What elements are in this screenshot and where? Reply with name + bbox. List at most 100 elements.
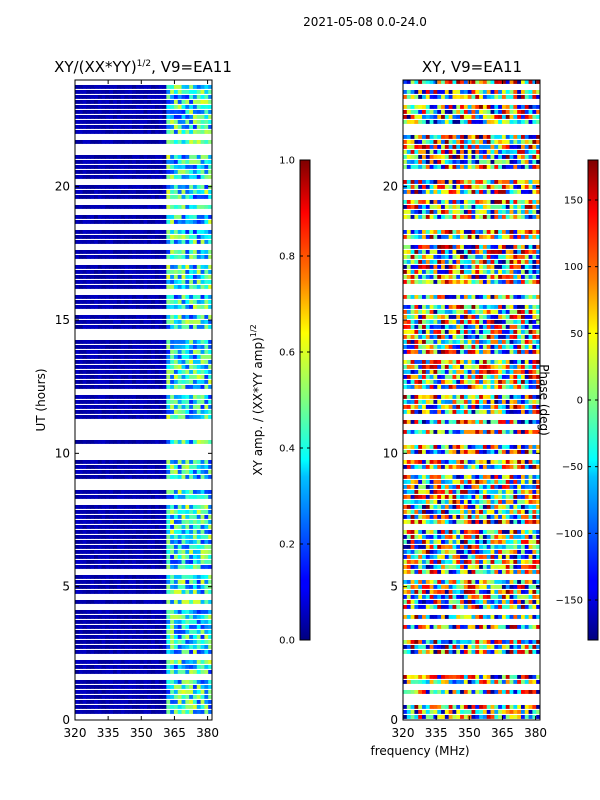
heatmap-cell xyxy=(143,95,148,99)
heatmap-cell xyxy=(154,415,160,419)
heatmap-cell xyxy=(105,365,110,369)
heatmap-cell xyxy=(456,150,461,154)
heatmap-cell xyxy=(490,115,495,119)
heatmap-cell xyxy=(177,215,183,219)
heatmap-cell xyxy=(151,710,156,714)
heatmap-cell xyxy=(486,140,492,144)
heatmap-cell xyxy=(177,270,183,274)
heatmap-cell xyxy=(509,230,514,234)
heatmap-cell xyxy=(177,625,183,629)
heatmap-cell xyxy=(109,370,114,374)
heatmap-cell xyxy=(170,410,175,414)
heatmap-cell xyxy=(90,165,95,169)
heatmap-cell xyxy=(132,105,137,109)
heatmap-cell xyxy=(189,545,194,549)
heatmap-cell xyxy=(116,265,122,269)
heatmap-cell xyxy=(120,275,125,279)
heatmap-cell xyxy=(425,180,431,184)
heatmap-cell xyxy=(425,260,431,264)
heatmap-cell xyxy=(170,90,175,94)
heatmap-cell xyxy=(181,615,186,619)
heatmap-cell xyxy=(116,700,122,704)
heatmap-cell xyxy=(437,265,442,269)
heatmap-cell xyxy=(433,155,438,159)
heatmap-cell xyxy=(166,465,171,469)
heatmap-cell xyxy=(422,275,427,279)
colorbar-tick-label: 0.4 xyxy=(279,444,295,455)
heatmap-cell xyxy=(105,215,110,219)
heatmap-cell xyxy=(406,205,412,209)
heatmap-cell xyxy=(200,120,205,124)
heatmap-cell xyxy=(467,330,472,334)
heatmap-cell xyxy=(86,535,91,539)
heatmap-cell xyxy=(120,165,125,169)
heatmap-cell xyxy=(192,625,198,629)
heatmap-cell xyxy=(498,110,503,114)
heatmap-cell xyxy=(414,90,419,94)
y-tick-label: 5 xyxy=(62,580,70,594)
phase-heatmap xyxy=(403,80,540,719)
heatmap-cell xyxy=(109,460,114,464)
heatmap-cell xyxy=(505,190,511,194)
heatmap-cell xyxy=(143,460,148,464)
heatmap-cell xyxy=(143,100,148,104)
heatmap-cell xyxy=(113,525,118,529)
heatmap-cell xyxy=(532,275,537,279)
heatmap-cell xyxy=(105,305,110,309)
heatmap-cell xyxy=(105,155,110,159)
heatmap-cell xyxy=(154,515,160,519)
heatmap-cell xyxy=(467,270,472,274)
heatmap-cell xyxy=(162,325,167,329)
heatmap-cell xyxy=(429,245,434,249)
heatmap-cell xyxy=(166,505,171,509)
heatmap-cell xyxy=(101,345,106,349)
heatmap-cell xyxy=(536,120,540,124)
heatmap-cell xyxy=(456,115,461,119)
heatmap-cell xyxy=(498,280,503,284)
heatmap-cell xyxy=(208,565,212,569)
heatmap-cell xyxy=(444,160,450,164)
heatmap-cell xyxy=(208,95,212,99)
heatmap-cell xyxy=(501,275,507,279)
heatmap-cell xyxy=(90,550,95,554)
heatmap-cell xyxy=(505,150,511,154)
heatmap-cell xyxy=(154,585,160,589)
heatmap-cell xyxy=(410,95,415,99)
heatmap-cell xyxy=(151,590,156,594)
heatmap-cell xyxy=(143,280,148,284)
heatmap-cell xyxy=(460,180,465,184)
heatmap-cell xyxy=(113,155,118,159)
heatmap-cell xyxy=(132,380,137,384)
heatmap-cell xyxy=(86,125,91,129)
heatmap-cell xyxy=(524,165,530,169)
heatmap-cell xyxy=(437,260,442,264)
heatmap-cell xyxy=(105,490,110,494)
heatmap-cell xyxy=(90,630,95,634)
heatmap-cell xyxy=(158,160,164,164)
heatmap-cell xyxy=(177,95,183,99)
heatmap-cell xyxy=(208,255,212,259)
heatmap-cell xyxy=(532,310,537,314)
heatmap-cell xyxy=(200,505,205,509)
heatmap-cell xyxy=(192,565,198,569)
heatmap-cell xyxy=(185,680,190,684)
heatmap-cell xyxy=(204,640,209,644)
heatmap-cell xyxy=(147,300,152,304)
heatmap-cell xyxy=(101,130,106,134)
heatmap-cell xyxy=(154,205,160,209)
heatmap-cell xyxy=(120,360,125,364)
heatmap-cell xyxy=(147,275,152,279)
heatmap-cell xyxy=(113,295,118,299)
heatmap-cell xyxy=(147,690,152,694)
heatmap-cell xyxy=(479,205,484,209)
heatmap-cell xyxy=(196,315,202,319)
heatmap-cell xyxy=(75,215,80,219)
heatmap-cell xyxy=(135,560,141,564)
heatmap-cell xyxy=(135,515,141,519)
heatmap-cell xyxy=(486,340,492,344)
heatmap-cell xyxy=(170,640,175,644)
heatmap-cell xyxy=(505,200,511,204)
heatmap-cell xyxy=(177,350,183,354)
heatmap-cell xyxy=(116,470,122,474)
heatmap-cell xyxy=(536,180,540,184)
